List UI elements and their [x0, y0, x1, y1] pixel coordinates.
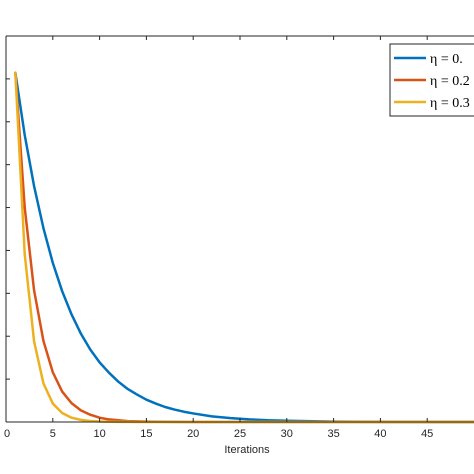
x-tick-label: 20 — [187, 428, 199, 440]
legend-label-3: η = 0.3 — [430, 96, 470, 111]
series-line-3 — [14, 71, 474, 424]
x-tick-label: 15 — [140, 428, 152, 440]
x-tick-label: 45 — [421, 428, 433, 440]
axes: 0 5 10 15 20 25 30 35 40 45 Iterations — [4, 35, 474, 456]
series-line-2 — [14, 71, 474, 424]
x-tick-label: 5 — [50, 428, 56, 440]
legend: η = 0. η = 0.2 η = 0.3 — [389, 43, 474, 117]
plot-area — [14, 71, 474, 424]
legend-label-2: η = 0.2 — [430, 74, 470, 89]
x-tick-label: 30 — [281, 428, 293, 440]
series-line-1 — [14, 71, 474, 424]
x-tick-label: 35 — [327, 428, 339, 440]
x-tick-label: 0 — [4, 428, 10, 440]
x-tick-label: 40 — [374, 428, 386, 440]
x-tick-label: 10 — [93, 428, 105, 440]
x-axis-title: Iterations — [224, 444, 270, 456]
x-tick-label: 25 — [234, 428, 246, 440]
legend-label-1: η = 0. — [430, 52, 463, 67]
